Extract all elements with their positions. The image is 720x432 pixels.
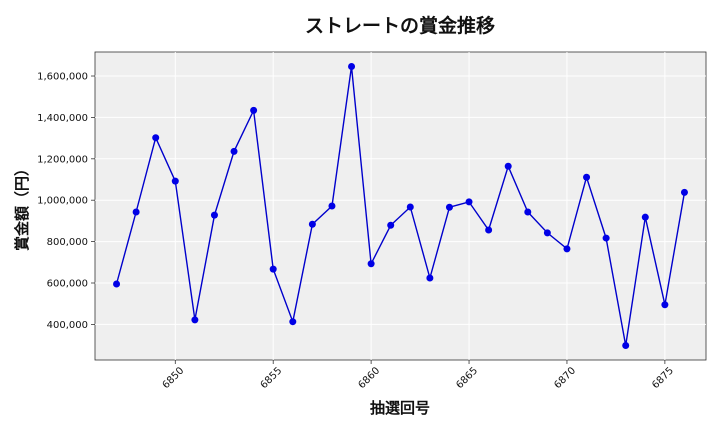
- data-points: [113, 62, 688, 350]
- data-point: [250, 106, 258, 114]
- data-point: [387, 221, 395, 229]
- data-point: [210, 211, 218, 219]
- y-tick-label: 600,000: [47, 279, 88, 290]
- grid: [95, 52, 706, 360]
- data-point: [465, 198, 473, 206]
- data-point: [191, 316, 199, 324]
- y-tick-label: 800,000: [47, 237, 88, 248]
- y-tick-label: 1,600,000: [37, 72, 88, 83]
- data-point: [543, 229, 551, 237]
- data-point: [583, 173, 591, 181]
- data-point: [680, 188, 688, 196]
- y-axis-label: 賞金額（円）: [13, 161, 31, 251]
- data-point: [485, 226, 493, 234]
- data-point: [113, 280, 121, 288]
- x-tick-label: 6855: [259, 365, 285, 391]
- series-line: [115, 66, 686, 346]
- data-point: [152, 134, 160, 142]
- data-point: [445, 203, 453, 211]
- data-point: [661, 301, 669, 309]
- data-point: [132, 208, 140, 216]
- y-tick-label: 1,400,000: [37, 113, 88, 124]
- x-tick-label: 6860: [356, 365, 382, 391]
- y-tick-label: 1,200,000: [37, 154, 88, 165]
- data-point: [563, 245, 571, 253]
- x-tick-label: 6850: [161, 365, 187, 391]
- plot-area: [94, 51, 707, 361]
- y-tick-label: 400,000: [47, 320, 88, 331]
- data-point: [524, 208, 532, 216]
- data-point: [504, 162, 512, 170]
- y-tick-label: 1,000,000: [37, 196, 88, 207]
- x-tick-label: 6870: [552, 365, 578, 391]
- data-point: [602, 234, 610, 242]
- x-tick-label: 6875: [650, 365, 676, 391]
- data-point: [641, 213, 649, 221]
- data-point: [406, 203, 414, 211]
- data-point: [230, 147, 238, 155]
- data-point: [289, 318, 297, 326]
- data-point: [328, 202, 336, 210]
- chart-title: ストレートの賞金推移: [305, 14, 495, 37]
- x-axis-label: 抽選回号: [370, 399, 430, 417]
- x-tick-label: 6865: [454, 365, 480, 391]
- data-point: [171, 177, 179, 185]
- data-point: [269, 265, 277, 273]
- data-point: [348, 62, 356, 70]
- data-point: [426, 274, 434, 282]
- data-point: [622, 342, 630, 350]
- data-point: [308, 220, 316, 228]
- data-point: [367, 260, 375, 268]
